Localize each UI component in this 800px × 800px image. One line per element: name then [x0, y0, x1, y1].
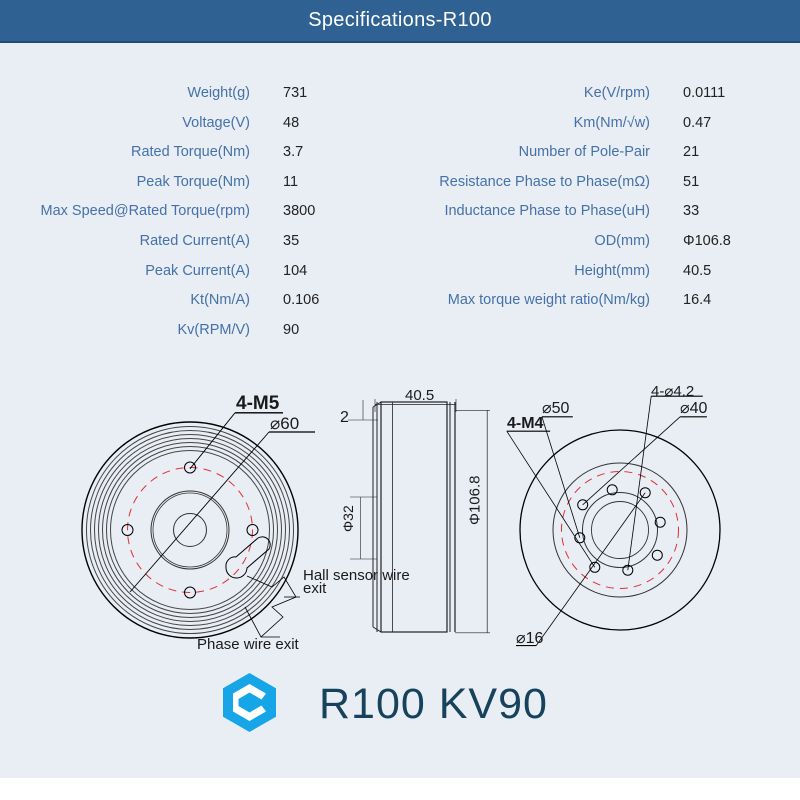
svg-text:Φ32: Φ32 [340, 505, 356, 532]
svg-text:Phase wire exit: Phase wire exit [197, 636, 300, 653]
svg-text:40.5: 40.5 [405, 387, 434, 404]
svg-text:⌀60: ⌀60 [270, 414, 299, 433]
svg-text:4-M5: 4-M5 [236, 393, 280, 414]
svg-text:2: 2 [340, 409, 349, 426]
svg-text:Φ106.8: Φ106.8 [466, 475, 483, 525]
svg-text:⌀40: ⌀40 [680, 400, 708, 417]
svg-text:exit: exit [303, 580, 327, 597]
svg-text:⌀16: ⌀16 [516, 630, 544, 647]
svg-text:4-⌀4.2: 4-⌀4.2 [651, 383, 694, 400]
svg-text:⌀50: ⌀50 [542, 400, 570, 417]
svg-text:4-M4: 4-M4 [507, 415, 544, 432]
